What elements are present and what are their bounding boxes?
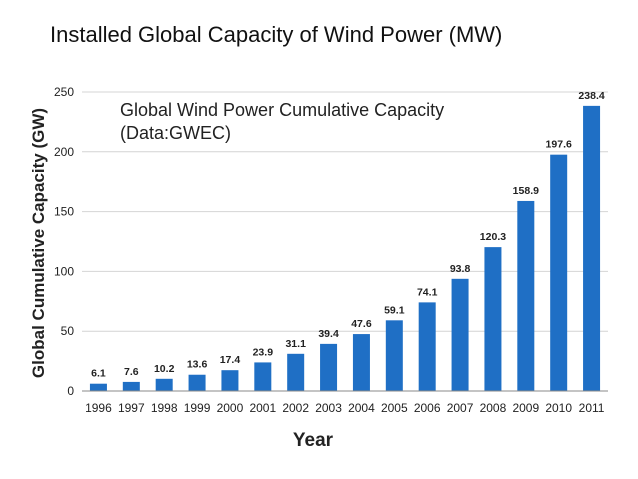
bar (221, 370, 239, 391)
y-tick-label: 200 (54, 145, 74, 159)
y-tick-label: 50 (61, 324, 75, 338)
chart-subtitle: (Data:GWEC) (120, 123, 231, 143)
data-label: 7.6 (124, 366, 139, 378)
bar (385, 320, 403, 391)
y-axis-label: Global Cumulative Capacity (GW) (29, 108, 48, 378)
bar (188, 374, 206, 391)
chart-title: Global Wind Power Cumulative Capacity (120, 100, 444, 120)
x-tick-label: 2005 (381, 401, 408, 415)
bar (484, 247, 502, 391)
x-tick-label: 1998 (151, 401, 178, 415)
x-tick-label: 2008 (480, 401, 507, 415)
bar (320, 343, 338, 391)
y-tick-label: 250 (54, 85, 74, 99)
data-label: 197.6 (546, 139, 572, 151)
x-tick-label: 2001 (249, 401, 276, 415)
x-axis-label: Year (293, 430, 334, 451)
y-tick-label: 100 (54, 264, 74, 278)
bar (550, 154, 568, 391)
bar (418, 302, 436, 391)
bar (122, 381, 140, 391)
bar (451, 278, 469, 391)
x-tick-label: 2003 (315, 401, 342, 415)
x-tick-label: 1996 (85, 401, 112, 415)
y-tick-label: 150 (54, 205, 74, 219)
data-label: 17.4 (220, 354, 241, 366)
data-labels: 6.1 7.6 10.2 13.6 17.4 23.9 31.1 39.4 47.6 59.1 74… (91, 90, 605, 380)
bar (352, 334, 370, 391)
x-tick-label: 2011 (579, 401, 605, 415)
data-label: 10.2 (154, 363, 175, 375)
data-label: 47.6 (351, 318, 372, 330)
data-label: 23.9 (253, 346, 274, 358)
data-label: 238.4 (578, 90, 604, 102)
data-label: 120.3 (480, 231, 506, 243)
x-tick-label: 2006 (414, 401, 441, 415)
x-tick-label: 2009 (512, 401, 539, 415)
data-label: 6.1 (91, 368, 106, 380)
data-label: 158.9 (513, 185, 539, 197)
data-label: 39.4 (318, 328, 339, 340)
x-tick-label: 2002 (282, 401, 309, 415)
slide-title: Installed Global Capacity of Wind Power … (50, 22, 503, 47)
bar (254, 362, 272, 391)
x-tick-label: 1999 (184, 401, 211, 415)
data-label: 74.1 (417, 286, 438, 298)
x-tick-label: 2007 (447, 401, 474, 415)
bars (89, 105, 601, 391)
y-tick-labels: 0 50 100 150 200 250 (54, 85, 74, 398)
bar (89, 383, 107, 391)
data-label: 31.1 (285, 338, 306, 350)
bar (517, 200, 535, 391)
data-label: 93.8 (450, 263, 471, 275)
bar (287, 353, 305, 391)
data-label: 13.6 (187, 359, 208, 371)
x-tick-label: 2004 (348, 401, 375, 415)
x-tick-label: 1997 (118, 401, 145, 415)
y-tick-label: 0 (67, 384, 74, 398)
bar (583, 105, 601, 391)
x-tick-label: 2010 (545, 401, 572, 415)
x-tick-labels: 1996 1997 1998 1999 2000 2001 2002 2003 2004 2005… (85, 401, 605, 415)
bar (155, 378, 173, 391)
data-label: 59.1 (384, 304, 405, 316)
x-tick-label: 2000 (217, 401, 244, 415)
